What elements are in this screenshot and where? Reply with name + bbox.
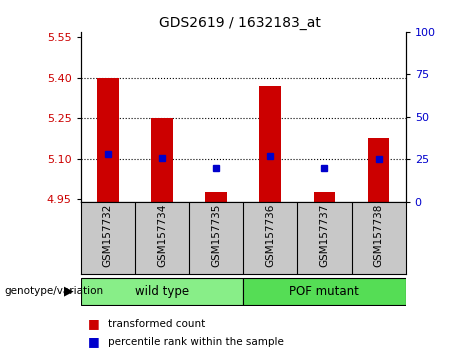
Text: GSM157736: GSM157736: [265, 204, 275, 267]
Bar: [368, 138, 390, 202]
Bar: [97, 78, 118, 202]
Text: GDS2619 / 1632183_at: GDS2619 / 1632183_at: [159, 16, 321, 30]
Bar: [313, 192, 335, 202]
Text: ■: ■: [88, 335, 99, 348]
Text: genotype/variation: genotype/variation: [5, 286, 104, 296]
Text: wild type: wild type: [135, 285, 189, 298]
Text: transformed count: transformed count: [108, 319, 206, 329]
Text: GSM157732: GSM157732: [103, 204, 113, 267]
Bar: [260, 86, 281, 202]
Text: GSM157735: GSM157735: [211, 204, 221, 267]
Text: percentile rank within the sample: percentile rank within the sample: [108, 337, 284, 347]
Text: ■: ■: [88, 318, 99, 330]
FancyBboxPatch shape: [243, 278, 406, 305]
Text: GSM157734: GSM157734: [157, 204, 167, 267]
Text: GSM157738: GSM157738: [373, 204, 384, 267]
Bar: [151, 118, 173, 202]
FancyBboxPatch shape: [81, 278, 243, 305]
Bar: [205, 192, 227, 202]
Text: POF mutant: POF mutant: [290, 285, 360, 298]
Text: ▶: ▶: [65, 285, 74, 298]
Text: GSM157737: GSM157737: [319, 204, 330, 267]
